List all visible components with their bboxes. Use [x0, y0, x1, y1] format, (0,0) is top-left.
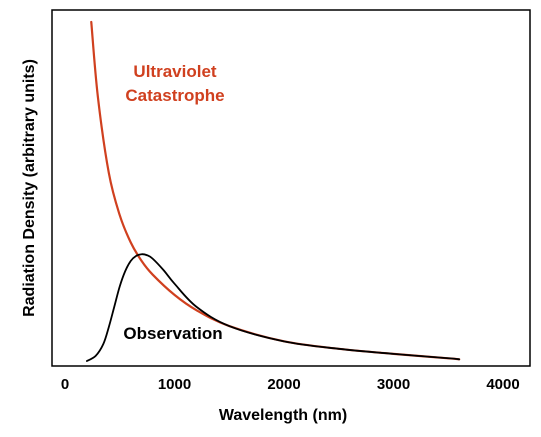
uv-catastrophe-label-line2: Catastrophe	[125, 86, 224, 105]
x-tick-labels: 0 1000 2000 3000 4000	[61, 376, 520, 393]
x-tick-label-1000: 1000	[158, 376, 191, 393]
x-tick-label-4000: 4000	[486, 376, 519, 393]
x-tick-label-3000: 3000	[377, 376, 410, 393]
x-tick-label-2000: 2000	[267, 376, 300, 393]
x-tick-label-0: 0	[61, 376, 69, 393]
x-axis-title: Wavelength (nm)	[219, 407, 347, 424]
y-axis-title: Radiation Density (arbitrary units)	[21, 59, 38, 317]
observation-curve	[86, 253, 461, 362]
series-layer	[86, 20, 461, 362]
observation-label: Observation	[123, 324, 222, 343]
uv-catastrophe-label-line1: Ultraviolet	[133, 62, 216, 81]
plot-frame	[51, 9, 531, 367]
